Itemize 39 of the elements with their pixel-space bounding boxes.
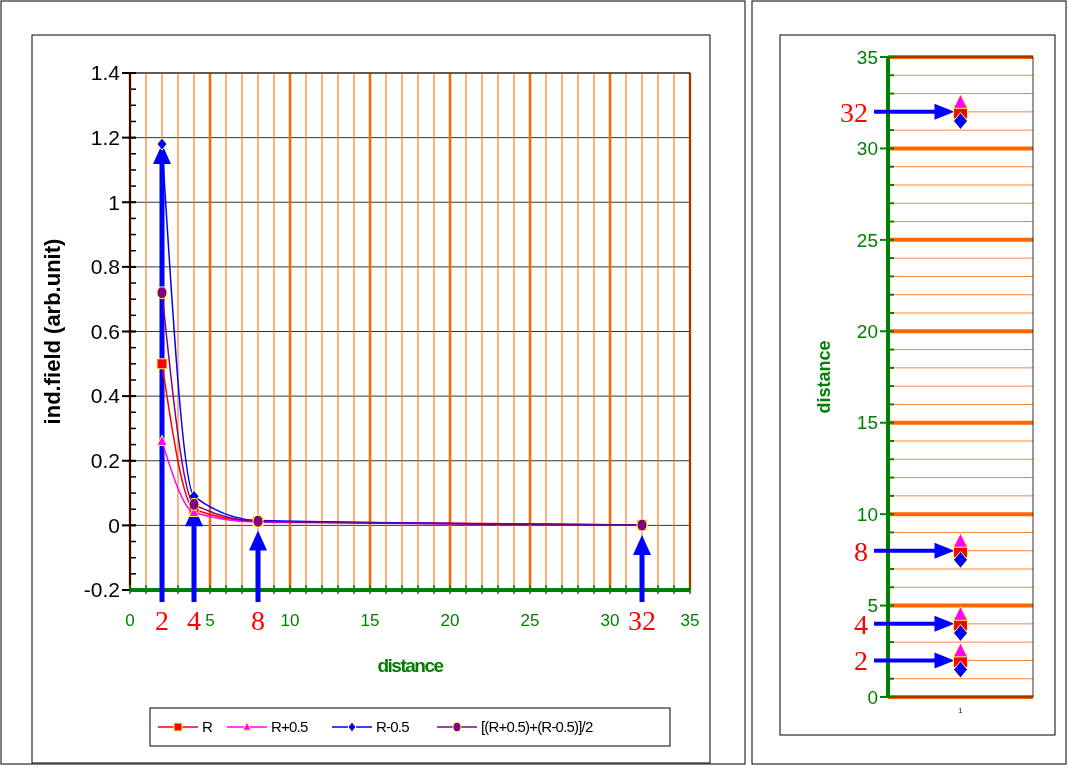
y-tick-label: 0.6 [90,319,120,343]
legend-label: [(R+0.5)+(R-0.5)]/2 [481,718,593,736]
y-tick-label: 1.2 [90,125,120,149]
y-tick-label: 1 [108,190,120,214]
y-tick-label: 0 [867,686,878,708]
legend-label: R+0.5 [271,718,308,736]
y-tick-label: 15 [856,412,878,434]
y-tick-label: 1.4 [90,61,121,85]
y-tick-label: 0.8 [90,255,120,279]
text: 4 [854,608,868,640]
y-tick-label: 25 [856,229,878,251]
y-axis-title: ind.field (arb.unit) [40,238,65,425]
x-tick-label: 25 [520,611,540,630]
text: 32 [840,96,868,128]
x-tick-label: 5 [205,611,215,630]
x-tick-label: 10 [280,611,300,630]
x-tick-label: 35 [680,611,700,630]
y-tick-label: 0 [108,513,120,537]
legend-label: R [202,718,213,736]
y-tick-label: 35 [856,46,878,68]
y-tick-label: 30 [856,138,878,160]
legend-label: R-0.5 [376,718,410,736]
text: 8 [251,605,265,636]
y-axis-title: distance [814,340,834,414]
y-tick-label: 0.4 [90,384,121,408]
text: 2 [854,645,868,677]
x-tick-label: 0 [125,611,135,630]
y-tick-label: 10 [856,503,878,525]
text: 32 [628,605,656,636]
x-axis-title: distance [377,655,444,676]
y-tick-label: 0.2 [90,449,120,473]
text: 8 [854,535,868,567]
text: 2 [155,605,169,636]
x-tick-label: 30 [600,611,620,630]
y-tick-label: 20 [856,320,878,342]
y-tick-label: -0.2 [83,578,120,602]
x-tick-label: 15 [360,611,380,630]
text: 4 [187,605,201,636]
x-tick-label: 20 [440,611,460,630]
